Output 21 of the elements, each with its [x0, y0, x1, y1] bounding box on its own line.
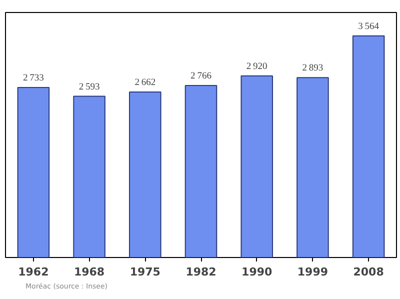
data-label: 2 920 [246, 62, 268, 72]
x-tick-label: 1975 [130, 266, 160, 278]
bar [352, 35, 385, 258]
data-label: 3 564 [358, 22, 380, 32]
data-label: 2 662 [134, 78, 156, 88]
bar [184, 85, 218, 258]
data-label: 2 733 [22, 74, 44, 84]
x-tick-label: 1968 [74, 266, 105, 278]
x-tick-label: 1982 [186, 266, 216, 278]
data-label: 2 893 [302, 64, 324, 74]
bar [240, 75, 273, 258]
bar [73, 96, 106, 258]
bar [129, 91, 162, 258]
x-tick-label: 1990 [242, 266, 273, 278]
bar [17, 87, 50, 258]
data-label: 2 593 [78, 82, 100, 92]
x-tick-label: 2008 [353, 266, 384, 278]
data-label: 2 766 [190, 72, 212, 82]
x-tick-label: 1962 [18, 266, 49, 278]
bar [296, 77, 329, 258]
x-tick-label: 1999 [297, 266, 328, 278]
